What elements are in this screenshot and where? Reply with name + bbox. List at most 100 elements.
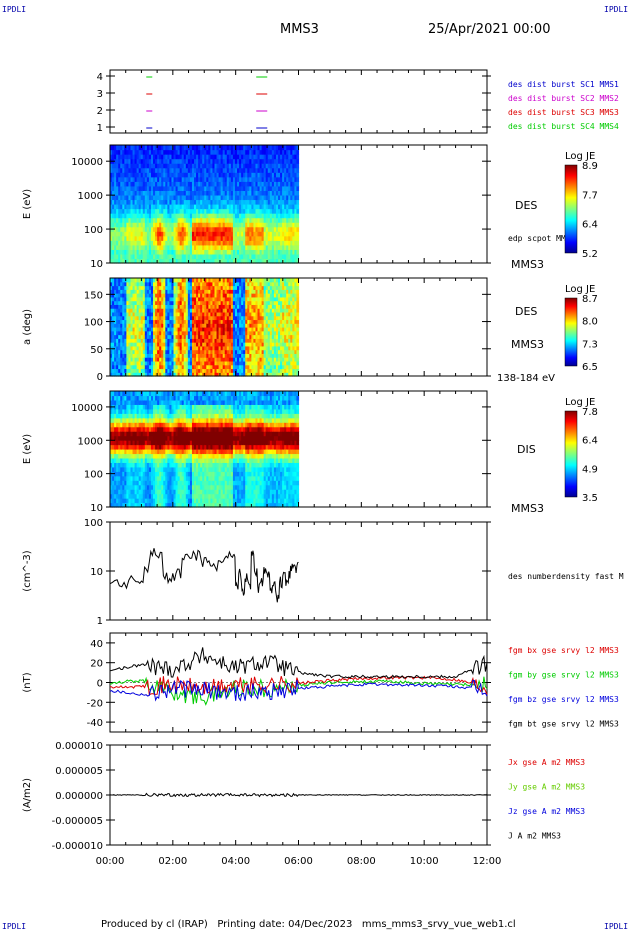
des-energy-cell xyxy=(150,226,154,232)
des-energy-cell xyxy=(173,154,177,160)
des-energy-cell xyxy=(234,194,238,201)
des-energy-cell xyxy=(230,222,234,228)
des-energy-cell xyxy=(226,145,230,151)
des-energy-cell xyxy=(198,167,201,173)
des-pitch-cell xyxy=(181,334,185,339)
des-energy-cell xyxy=(282,217,285,223)
des-energy-cell xyxy=(275,258,279,264)
des-energy-cell xyxy=(253,231,257,237)
des-pitch-cell xyxy=(122,360,125,366)
des-pitch-cell xyxy=(259,334,263,339)
des-energy-cell xyxy=(144,145,148,151)
des-energy-cell xyxy=(169,204,173,210)
des-pitch-cell xyxy=(255,360,259,366)
des-energy-cell xyxy=(228,217,232,223)
des-pitch-cell xyxy=(128,285,132,290)
des-energy-cell xyxy=(136,231,140,237)
des-pitch-cell xyxy=(269,360,273,366)
des-pitch-cell xyxy=(259,281,263,287)
des-pitch-cell xyxy=(124,304,127,309)
des-energy-cell xyxy=(202,249,205,255)
des-energy-cell xyxy=(249,154,252,160)
des-energy-cell xyxy=(269,204,273,210)
des-pitch-cell xyxy=(142,304,146,309)
des-pitch-cell xyxy=(146,311,150,317)
des-energy-cell xyxy=(237,204,240,210)
des-energy-cell xyxy=(134,208,138,214)
des-energy-cell xyxy=(218,154,222,160)
des-energy-cell xyxy=(198,235,201,241)
des-pitch-cell xyxy=(273,338,277,343)
des-energy-cell xyxy=(247,222,250,228)
des-pitch-cell xyxy=(241,364,244,370)
des-pitch-cell xyxy=(224,323,228,328)
des-pitch-cell xyxy=(255,330,259,336)
des-pitch-cell xyxy=(114,349,117,354)
des-energy-cell xyxy=(124,240,127,246)
des-energy-cell xyxy=(220,167,224,173)
des-pitch-cell xyxy=(169,278,173,283)
des-pitch-cell xyxy=(278,353,281,358)
burst-legend-2: des dist burst SC2 MMS2 xyxy=(508,94,619,103)
des-pitch-cell xyxy=(208,278,211,283)
des-pitch-cell xyxy=(112,304,115,309)
des-energy-cell xyxy=(169,249,173,255)
des-energy-cell xyxy=(241,194,244,201)
des-energy-cell xyxy=(265,181,269,187)
des-energy-cell xyxy=(163,149,166,155)
des-pitch-cell xyxy=(224,345,228,351)
des-pitch-cell xyxy=(144,349,148,354)
des-pitch-cell xyxy=(185,319,189,324)
des-pitch-cell xyxy=(159,278,162,283)
des-energy-cell xyxy=(284,253,287,260)
des-energy-cell xyxy=(245,217,248,223)
des-energy-cell xyxy=(210,149,214,155)
des-energy-cell xyxy=(210,258,214,264)
des-energy-cell xyxy=(247,185,250,191)
des-pitch-cell xyxy=(112,334,115,339)
des-pitch-cell xyxy=(175,296,179,302)
des-energy-cell xyxy=(234,204,238,210)
des-energy-cell xyxy=(224,163,228,169)
des-energy-cell xyxy=(130,154,134,160)
des-pitch-cell xyxy=(110,293,113,298)
des-pitch-cell xyxy=(280,278,283,283)
des-pitch-cell xyxy=(157,334,160,339)
des-pitch-cell xyxy=(148,304,152,309)
des-energy-cell xyxy=(138,158,142,164)
des-pitch-cell xyxy=(126,281,130,287)
des-energy-cell xyxy=(140,217,144,223)
des-energy-cell xyxy=(273,194,277,201)
des-energy-cell xyxy=(278,167,281,173)
corner-label-top-left: IPDLI xyxy=(2,5,27,14)
des-energy-cell xyxy=(218,217,222,223)
des-pitch-cell xyxy=(140,296,144,302)
des-energy-cell xyxy=(150,204,154,210)
des-pitch-cell xyxy=(161,285,164,290)
des-pitch-cell xyxy=(165,327,168,332)
des-energy-cell xyxy=(245,240,248,246)
des-pitch-cell xyxy=(222,330,226,336)
des-energy-cell xyxy=(275,181,279,187)
des-pitch-cell xyxy=(261,289,265,294)
des-pitch-cell xyxy=(142,300,146,305)
des-pitch-cell xyxy=(159,360,162,366)
des-pitch-cell xyxy=(296,334,300,339)
des-energy-cell xyxy=(247,226,250,232)
des-pitch-cell xyxy=(214,334,218,339)
des-energy-cell xyxy=(249,244,252,250)
des-pitch-cell xyxy=(288,357,291,362)
des-energy-cell xyxy=(165,231,168,237)
des-energy-cell xyxy=(187,199,191,205)
des-pitch-cell xyxy=(280,349,283,354)
des-pitch-cell xyxy=(220,319,224,324)
des-pitch-cell xyxy=(218,285,222,290)
des-energy-cell xyxy=(136,244,140,250)
des-energy-cell xyxy=(226,181,230,187)
des-pitch-cell xyxy=(187,289,191,294)
des-energy-cell xyxy=(230,199,234,205)
des-energy-cell xyxy=(122,149,125,155)
des-energy-cell xyxy=(251,185,255,191)
des-energy-cell xyxy=(284,194,287,201)
des-energy-cell xyxy=(142,213,146,219)
